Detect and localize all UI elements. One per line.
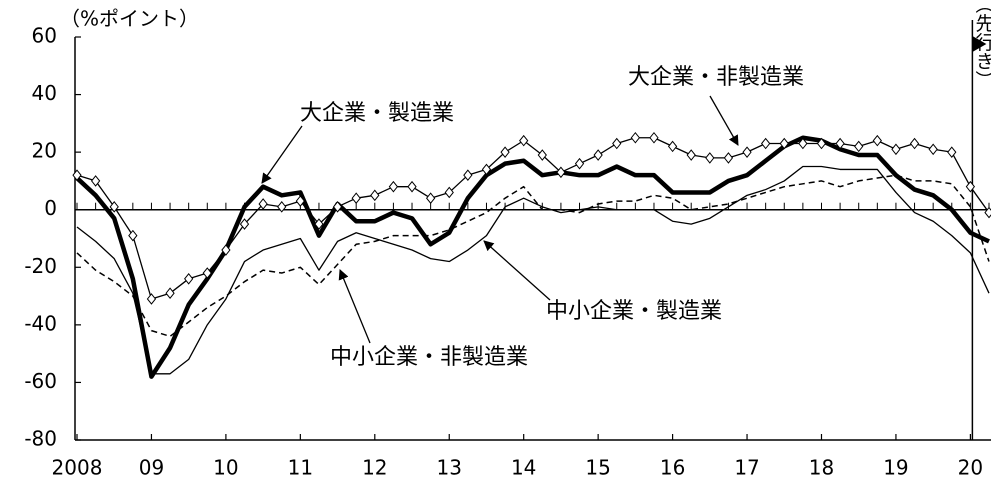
point xyxy=(667,140,678,153)
x-tick-label: 10 xyxy=(213,456,238,480)
x-tick-label: 12 xyxy=(362,456,387,480)
y-tick-label: 60 xyxy=(32,24,57,48)
y-tick-label: 20 xyxy=(32,139,57,163)
point xyxy=(686,149,696,161)
point xyxy=(165,287,175,299)
point xyxy=(500,146,510,158)
x-tick-label: 14 xyxy=(511,456,536,480)
point xyxy=(779,137,789,150)
point xyxy=(854,140,864,153)
point xyxy=(407,180,417,193)
point xyxy=(723,152,734,164)
y-tick-label: 40 xyxy=(32,81,57,105)
point xyxy=(891,143,901,156)
point xyxy=(90,175,101,187)
y-tick-label: -80 xyxy=(24,427,57,451)
point xyxy=(295,195,305,207)
point xyxy=(947,146,957,158)
point xyxy=(537,149,547,161)
point xyxy=(239,218,250,230)
point xyxy=(965,180,976,193)
point xyxy=(128,229,138,242)
point xyxy=(928,143,938,156)
point xyxy=(370,189,380,202)
x-tick-label: 18 xyxy=(809,456,834,480)
point xyxy=(146,293,157,305)
x-tick-label: 13 xyxy=(437,456,462,480)
point xyxy=(202,267,212,279)
point xyxy=(630,131,641,144)
point xyxy=(519,134,529,147)
arrow xyxy=(261,125,303,184)
x-tick-label: 17 xyxy=(734,456,759,480)
point xyxy=(388,180,399,193)
point xyxy=(593,149,603,161)
point xyxy=(984,206,991,219)
y-tick-label: -20 xyxy=(24,254,57,278)
point xyxy=(425,192,436,205)
x-tick-label: 2008 xyxy=(52,456,103,480)
point xyxy=(742,146,752,158)
point xyxy=(314,218,324,230)
series-label: 大企業・製造業 xyxy=(300,101,454,126)
point xyxy=(574,157,585,170)
point xyxy=(184,272,194,285)
point xyxy=(351,192,361,205)
series-line xyxy=(76,137,990,300)
point xyxy=(798,137,808,150)
point xyxy=(909,137,920,150)
y-tick-label: 0 xyxy=(44,196,57,220)
y-tick-label: -40 xyxy=(24,311,57,335)
y-unit: （%ポイント） xyxy=(60,7,199,31)
series-line xyxy=(75,135,990,379)
arrow xyxy=(483,240,551,301)
forecast-arrow xyxy=(972,36,987,52)
series-line xyxy=(76,165,990,375)
series-label: 中小企業・非製造業 xyxy=(330,345,528,370)
point xyxy=(109,201,119,213)
point xyxy=(556,166,566,179)
arrow xyxy=(709,95,739,146)
x-tick-label: 20 xyxy=(958,456,983,480)
x-tick-label: 19 xyxy=(883,456,908,480)
point xyxy=(872,134,882,147)
x-tick-label: 15 xyxy=(585,456,610,480)
point xyxy=(72,169,82,181)
point xyxy=(332,201,343,213)
x-tick-label: 09 xyxy=(139,456,164,480)
point xyxy=(761,137,771,150)
x-tick-label: 16 xyxy=(660,456,685,480)
point xyxy=(612,137,622,150)
y-tick-label: -60 xyxy=(24,369,57,393)
point xyxy=(481,163,492,176)
series-label: 中小企業・製造業 xyxy=(546,299,722,324)
x-tick-label: 11 xyxy=(288,456,313,480)
arrow xyxy=(338,269,371,344)
point xyxy=(705,152,715,164)
series-line xyxy=(76,174,990,338)
point xyxy=(258,198,268,210)
point xyxy=(816,137,827,150)
series-label: 大企業・非製造業 xyxy=(628,65,804,90)
point xyxy=(277,201,287,213)
point xyxy=(649,131,659,144)
point xyxy=(444,186,454,199)
point xyxy=(463,169,473,181)
point xyxy=(835,137,845,150)
point xyxy=(221,244,231,256)
